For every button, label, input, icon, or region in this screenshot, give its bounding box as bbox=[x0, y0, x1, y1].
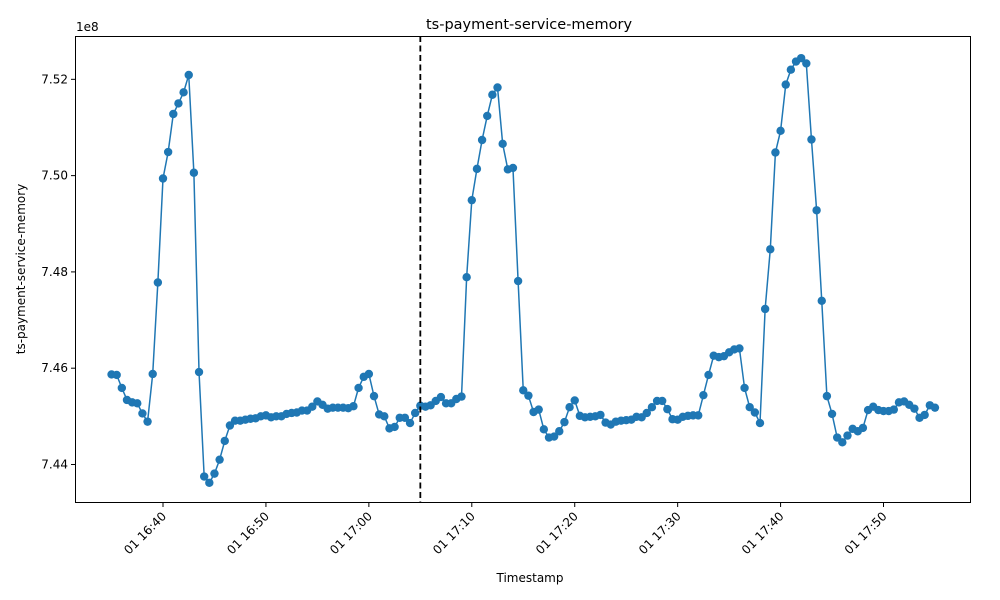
data-point bbox=[138, 409, 147, 418]
x-axis-label: Timestamp bbox=[496, 571, 564, 585]
y-axis-label: ts-payment-service-memory bbox=[14, 184, 28, 355]
data-point bbox=[771, 148, 780, 157]
data-point bbox=[642, 408, 651, 418]
data-point bbox=[910, 404, 919, 413]
axes-frame bbox=[75, 36, 971, 503]
data-point bbox=[570, 396, 579, 405]
data-point bbox=[184, 70, 193, 80]
data-point bbox=[596, 410, 605, 420]
data-point bbox=[647, 402, 657, 412]
data-point bbox=[822, 391, 832, 401]
data-point bbox=[843, 431, 852, 440]
data-point bbox=[472, 164, 482, 174]
data-point bbox=[493, 83, 502, 92]
data-point bbox=[498, 139, 507, 149]
plot-area bbox=[107, 36, 940, 503]
data-point bbox=[812, 206, 821, 215]
chart-title: ts-payment-service-memory bbox=[426, 17, 632, 33]
data-point bbox=[549, 432, 559, 441]
data-point bbox=[405, 418, 415, 428]
data-point bbox=[410, 408, 420, 418]
data-point bbox=[457, 392, 466, 401]
data-point bbox=[534, 405, 543, 414]
data-point bbox=[735, 344, 744, 353]
data-point bbox=[174, 99, 183, 108]
data-point bbox=[776, 126, 785, 136]
data-point bbox=[889, 405, 898, 414]
data-point bbox=[112, 370, 121, 380]
data-point bbox=[380, 412, 389, 421]
data-point bbox=[133, 399, 142, 408]
y-tick-label: 7.44 bbox=[41, 457, 68, 471]
data-point bbox=[513, 276, 523, 286]
data-point bbox=[163, 147, 173, 157]
data-point bbox=[740, 383, 749, 393]
data-point bbox=[179, 88, 188, 97]
data-point bbox=[524, 391, 533, 400]
data-point bbox=[802, 59, 811, 68]
data-point bbox=[766, 245, 775, 254]
data-point bbox=[920, 410, 929, 420]
y-tick-label: 7.46 bbox=[41, 361, 68, 375]
data-point bbox=[148, 369, 157, 379]
data-point bbox=[477, 135, 487, 145]
data-point bbox=[694, 411, 703, 420]
y-tick-label: 7.50 bbox=[41, 169, 68, 183]
data-point bbox=[699, 390, 708, 400]
data-point bbox=[169, 109, 178, 119]
data-point bbox=[189, 168, 199, 177]
data-point bbox=[519, 386, 528, 395]
data-point bbox=[565, 402, 574, 412]
data-point bbox=[199, 472, 209, 481]
data-point bbox=[220, 436, 229, 446]
data-point bbox=[194, 367, 204, 377]
data-point bbox=[858, 423, 868, 433]
data-point bbox=[400, 413, 410, 422]
data-point bbox=[508, 163, 518, 173]
data-point bbox=[755, 418, 765, 428]
data-point bbox=[117, 383, 127, 393]
data-point bbox=[488, 90, 497, 99]
y-tick-label: 7.52 bbox=[41, 72, 68, 86]
data-point bbox=[539, 425, 549, 434]
data-point bbox=[750, 408, 760, 417]
data-point bbox=[760, 304, 770, 314]
data-point bbox=[205, 478, 214, 487]
data-point bbox=[390, 422, 399, 432]
data-point bbox=[462, 273, 471, 282]
data-point bbox=[827, 409, 837, 419]
data-point bbox=[436, 392, 446, 402]
data-point bbox=[354, 383, 363, 393]
data-point bbox=[807, 135, 816, 144]
data-point bbox=[838, 438, 847, 447]
data-point bbox=[215, 455, 224, 464]
data-point bbox=[663, 404, 672, 414]
data-point bbox=[560, 417, 569, 427]
data-point bbox=[158, 174, 168, 183]
y-tick-label: 7.48 bbox=[41, 265, 68, 279]
data-point bbox=[143, 417, 152, 426]
data-point bbox=[349, 402, 358, 411]
data-point bbox=[745, 402, 754, 412]
data-point bbox=[555, 427, 564, 436]
data-point bbox=[308, 402, 317, 411]
data-point bbox=[153, 278, 163, 287]
data-point bbox=[210, 469, 219, 478]
data-point bbox=[704, 370, 713, 380]
data-point bbox=[369, 391, 379, 401]
data-point bbox=[786, 65, 796, 74]
y-offset-label: 1e8 bbox=[76, 20, 99, 34]
data-point bbox=[930, 403, 940, 412]
data-point bbox=[796, 53, 806, 63]
data-point bbox=[658, 396, 667, 406]
data-point bbox=[467, 195, 476, 205]
y-axis-ticks: 7.44 7.46 7.48 7.50 7.52 bbox=[41, 72, 75, 471]
data-point bbox=[817, 296, 826, 305]
data-point bbox=[364, 369, 374, 379]
data-point bbox=[483, 111, 492, 121]
data-point bbox=[781, 80, 790, 89]
